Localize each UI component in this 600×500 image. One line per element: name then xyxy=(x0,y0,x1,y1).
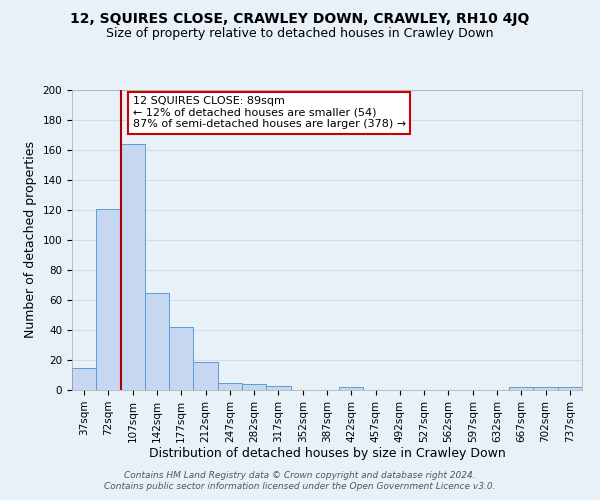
Text: 12, SQUIRES CLOSE, CRAWLEY DOWN, CRAWLEY, RH10 4JQ: 12, SQUIRES CLOSE, CRAWLEY DOWN, CRAWLEY… xyxy=(70,12,530,26)
Bar xyxy=(193,362,218,390)
X-axis label: Distribution of detached houses by size in Crawley Down: Distribution of detached houses by size … xyxy=(149,448,505,460)
Bar xyxy=(218,382,242,390)
Bar xyxy=(242,384,266,390)
Text: Size of property relative to detached houses in Crawley Down: Size of property relative to detached ho… xyxy=(106,28,494,40)
Text: Contains HM Land Registry data © Crown copyright and database right 2024.: Contains HM Land Registry data © Crown c… xyxy=(124,471,476,480)
Bar xyxy=(145,292,169,390)
Bar xyxy=(72,368,96,390)
Bar xyxy=(96,208,121,390)
Bar xyxy=(533,387,558,390)
Bar xyxy=(169,327,193,390)
Bar xyxy=(558,387,582,390)
Text: 12 SQUIRES CLOSE: 89sqm
← 12% of detached houses are smaller (54)
87% of semi-de: 12 SQUIRES CLOSE: 89sqm ← 12% of detache… xyxy=(133,96,406,129)
Y-axis label: Number of detached properties: Number of detached properties xyxy=(24,142,37,338)
Bar xyxy=(266,386,290,390)
Bar xyxy=(339,387,364,390)
Bar xyxy=(121,144,145,390)
Text: Contains public sector information licensed under the Open Government Licence v3: Contains public sector information licen… xyxy=(104,482,496,491)
Bar xyxy=(509,387,533,390)
